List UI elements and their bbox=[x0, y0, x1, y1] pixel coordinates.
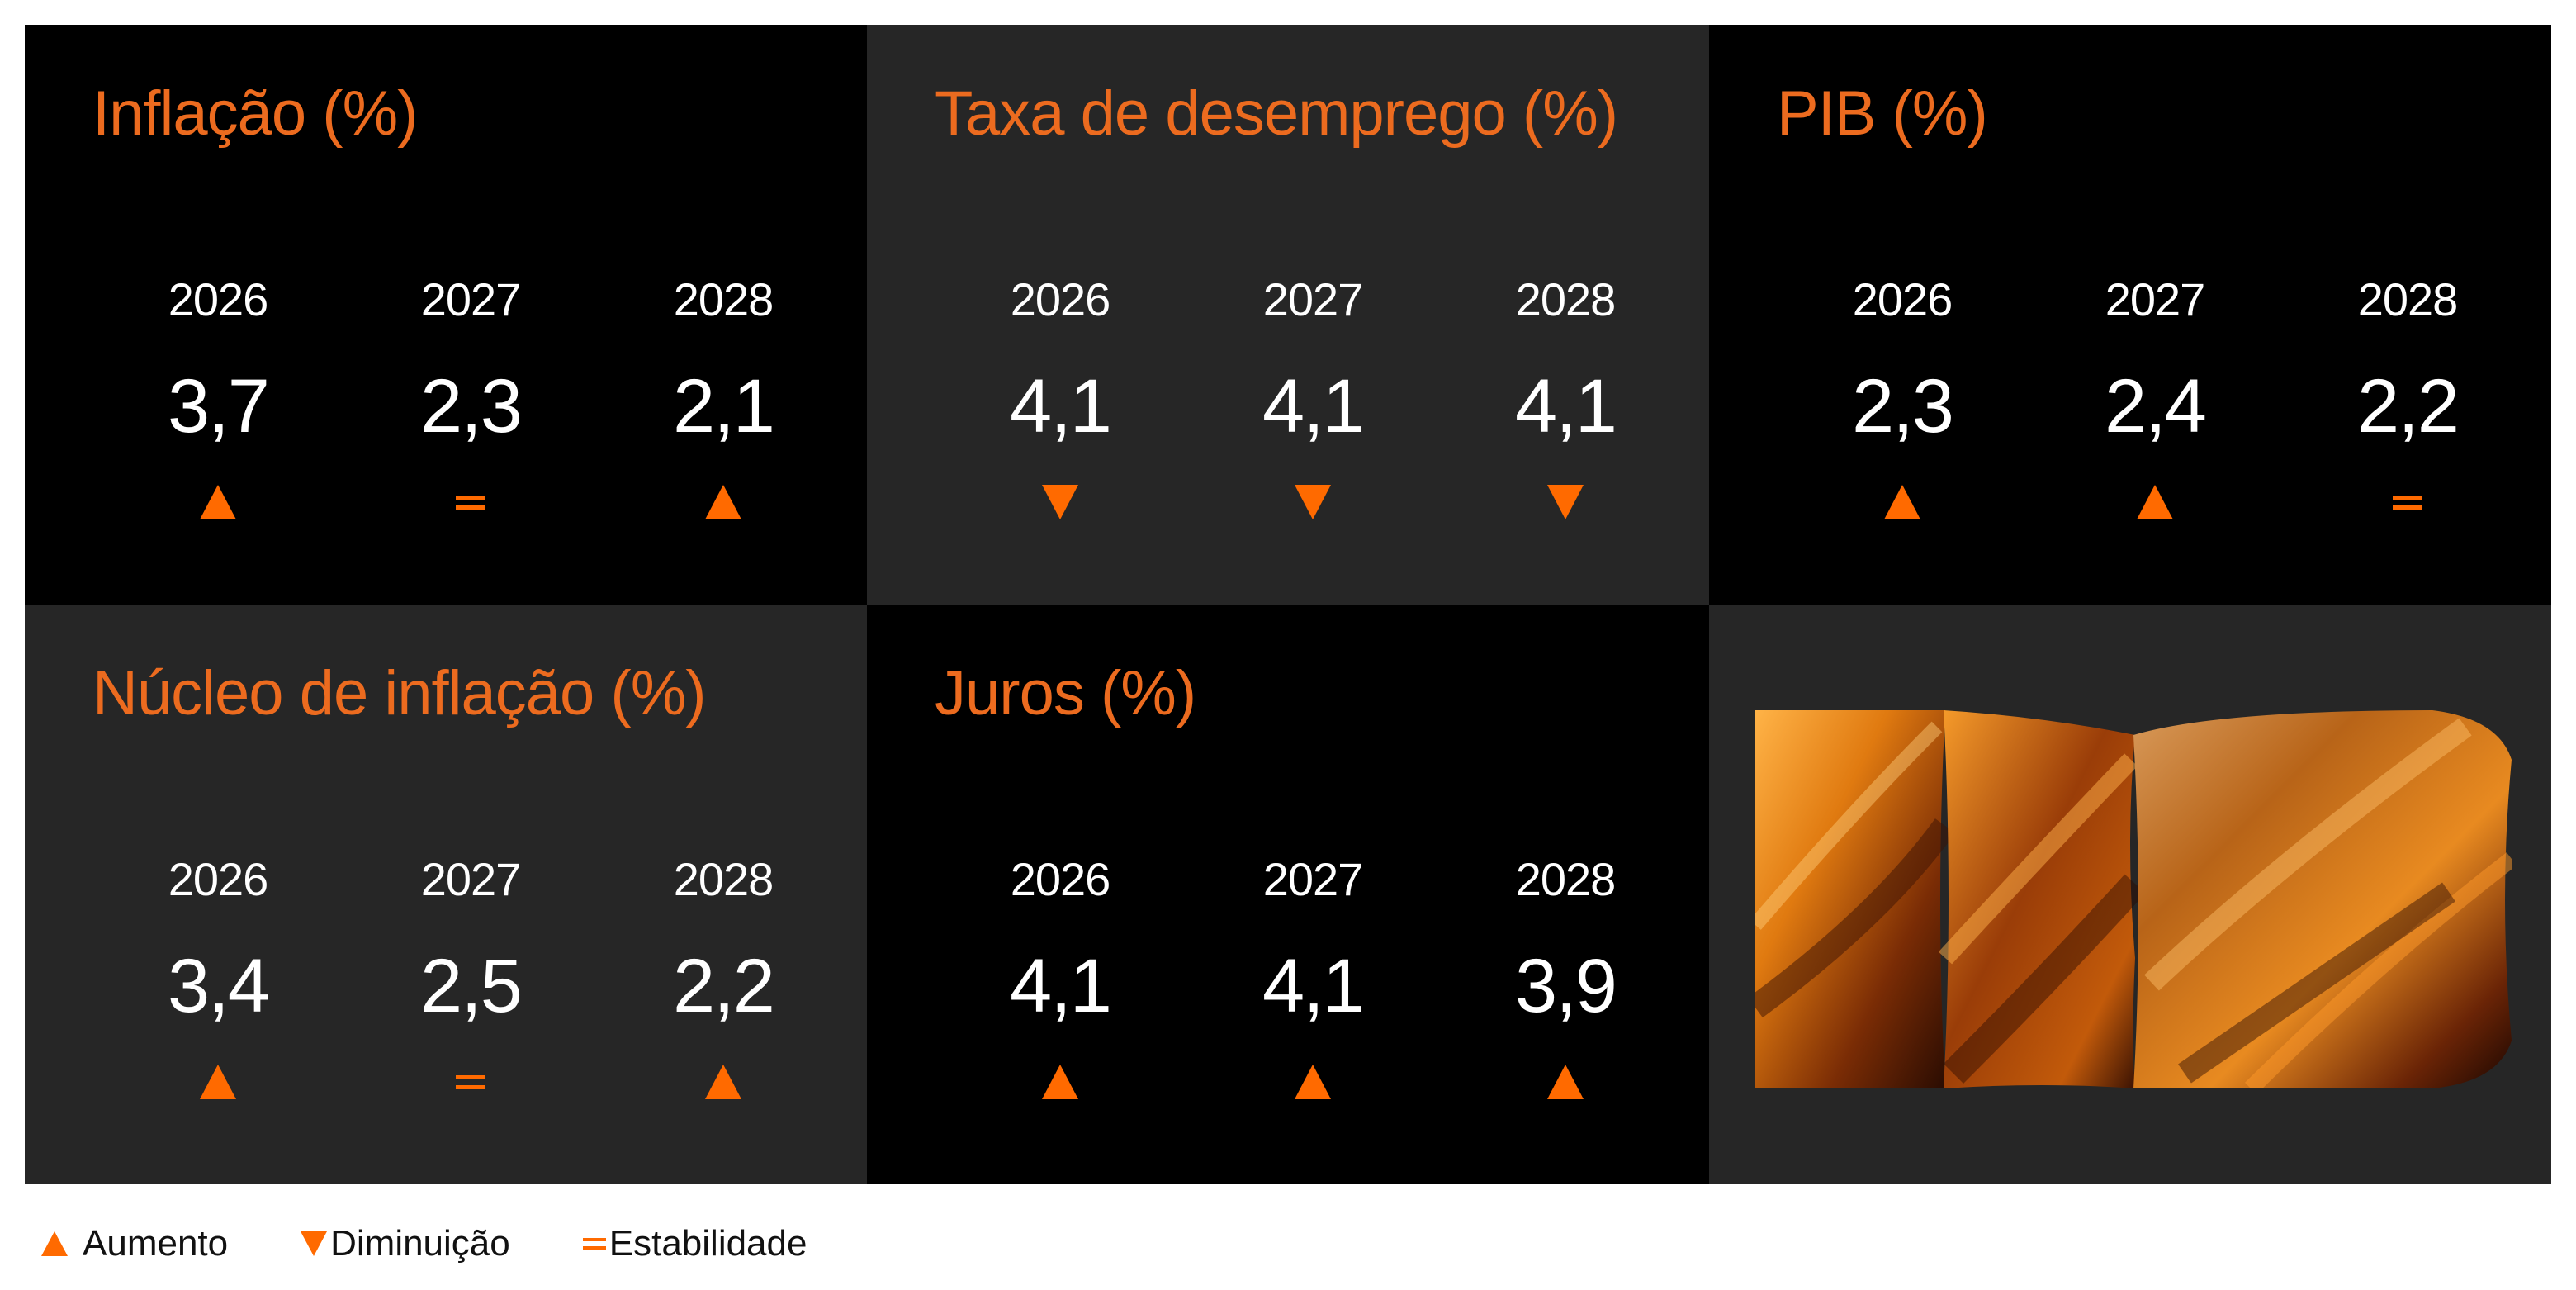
trend-indicator bbox=[2056, 477, 2254, 527]
trend-indicator bbox=[372, 477, 570, 527]
trend-indicator bbox=[624, 477, 822, 527]
equals-icon bbox=[456, 1072, 485, 1092]
trend-indicator bbox=[119, 1057, 317, 1107]
value: 3,7 bbox=[168, 364, 270, 448]
equals-icon bbox=[2393, 492, 2422, 512]
triangle-down-icon bbox=[301, 1231, 328, 1256]
triangle-up-icon bbox=[705, 1065, 741, 1099]
triangle-up-icon bbox=[1042, 1065, 1078, 1099]
trend-indicator bbox=[1803, 477, 2001, 527]
triangle-down-icon bbox=[1547, 485, 1584, 519]
triangle-up-icon bbox=[1295, 1065, 1331, 1099]
year-label: 2027 bbox=[1262, 853, 1364, 905]
indicators-grid: Inflação (%) 2026 3,7 2027 2,3 2028 2,1 … bbox=[25, 25, 2551, 1184]
year-label: 2028 bbox=[673, 853, 774, 905]
legend-item-up: Aumento bbox=[41, 1223, 228, 1264]
panel-inflacao: Inflação (%) 2026 3,7 2027 2,3 2028 2,1 bbox=[25, 25, 867, 605]
value: 4,1 bbox=[1515, 364, 1617, 448]
year-label: 2028 bbox=[1515, 853, 1617, 905]
legend-item-equal: Estabilidade bbox=[582, 1223, 807, 1264]
year-label: 2028 bbox=[2357, 273, 2459, 325]
panel-nucleo-inflacao: Núcleo de inflação (%) 2026 3,4 2027 2,5… bbox=[25, 605, 867, 1184]
trend-indicator bbox=[2308, 477, 2507, 527]
value: 3,4 bbox=[168, 944, 270, 1028]
panel-taxa-desemprego: Taxa de desemprego (%) 2026 4,1 2027 4,1… bbox=[867, 25, 1709, 605]
triangle-up-icon bbox=[1884, 485, 1920, 519]
panel-title: Núcleo de inflação (%) bbox=[92, 658, 707, 728]
value: 4,1 bbox=[1010, 944, 1112, 1028]
equals-icon bbox=[456, 492, 485, 512]
value: 2,1 bbox=[673, 364, 775, 448]
value: 2,5 bbox=[420, 944, 523, 1028]
year-label: 2028 bbox=[673, 273, 774, 325]
legend-label: Estabilidade bbox=[608, 1223, 807, 1264]
trend-indicator bbox=[372, 1057, 570, 1107]
year-label: 2026 bbox=[1852, 273, 1953, 325]
value: 3,9 bbox=[1515, 944, 1617, 1028]
year-label: 2027 bbox=[2105, 273, 2206, 325]
panel-title: Taxa de desemprego (%) bbox=[935, 78, 1618, 149]
triangle-up-icon bbox=[200, 1065, 236, 1099]
triangle-down-icon bbox=[1042, 485, 1078, 519]
value: 4,1 bbox=[1010, 364, 1112, 448]
year-label: 2026 bbox=[168, 853, 269, 905]
trend-indicator bbox=[119, 477, 317, 527]
trend-indicator bbox=[1466, 477, 1664, 527]
trend-indicator bbox=[1214, 477, 1412, 527]
legend-label: Diminuição bbox=[330, 1223, 510, 1264]
legend-item-down: Diminuição bbox=[301, 1223, 510, 1264]
year-label: 2027 bbox=[420, 273, 522, 325]
triangle-up-icon bbox=[200, 485, 236, 519]
value: 2,3 bbox=[420, 364, 523, 448]
triangle-up-icon bbox=[41, 1231, 68, 1256]
brand-artwork-image bbox=[1755, 710, 2512, 1088]
value: 4,1 bbox=[1262, 944, 1365, 1028]
trend-indicator bbox=[624, 1057, 822, 1107]
year-label: 2026 bbox=[168, 273, 269, 325]
value: 2,2 bbox=[673, 944, 775, 1028]
year-label: 2027 bbox=[1262, 273, 1364, 325]
legend-label: Aumento bbox=[83, 1223, 229, 1264]
triangle-up-icon bbox=[1547, 1065, 1584, 1099]
panel-pib: PIB (%) 2026 2,3 2027 2,4 2028 2,2 bbox=[1709, 25, 2551, 605]
year-label: 2026 bbox=[1010, 273, 1111, 325]
legend: Aumento Diminuição Estabilidade bbox=[41, 1219, 879, 1269]
value: 2,4 bbox=[2105, 364, 2207, 448]
year-label: 2027 bbox=[420, 853, 522, 905]
value: 2,2 bbox=[2357, 364, 2460, 448]
trend-indicator bbox=[961, 477, 1159, 527]
trend-indicator bbox=[1214, 1057, 1412, 1107]
value: 2,3 bbox=[1852, 364, 1954, 448]
trend-indicator bbox=[1466, 1057, 1664, 1107]
year-label: 2026 bbox=[1010, 853, 1111, 905]
panel-juros: Juros (%) 2026 4,1 2027 4,1 2028 3,9 bbox=[867, 605, 1709, 1184]
triangle-up-icon bbox=[705, 485, 741, 519]
panel-title: PIB (%) bbox=[1777, 78, 1988, 149]
year-label: 2028 bbox=[1515, 273, 1617, 325]
trend-indicator bbox=[961, 1057, 1159, 1107]
panel-title: Juros (%) bbox=[935, 658, 1196, 728]
triangle-up-icon bbox=[2137, 485, 2173, 519]
equals-icon bbox=[582, 1235, 606, 1252]
panel-artwork bbox=[1709, 605, 2551, 1184]
value: 4,1 bbox=[1262, 364, 1365, 448]
panel-title: Inflação (%) bbox=[92, 78, 418, 149]
triangle-down-icon bbox=[1295, 485, 1331, 519]
